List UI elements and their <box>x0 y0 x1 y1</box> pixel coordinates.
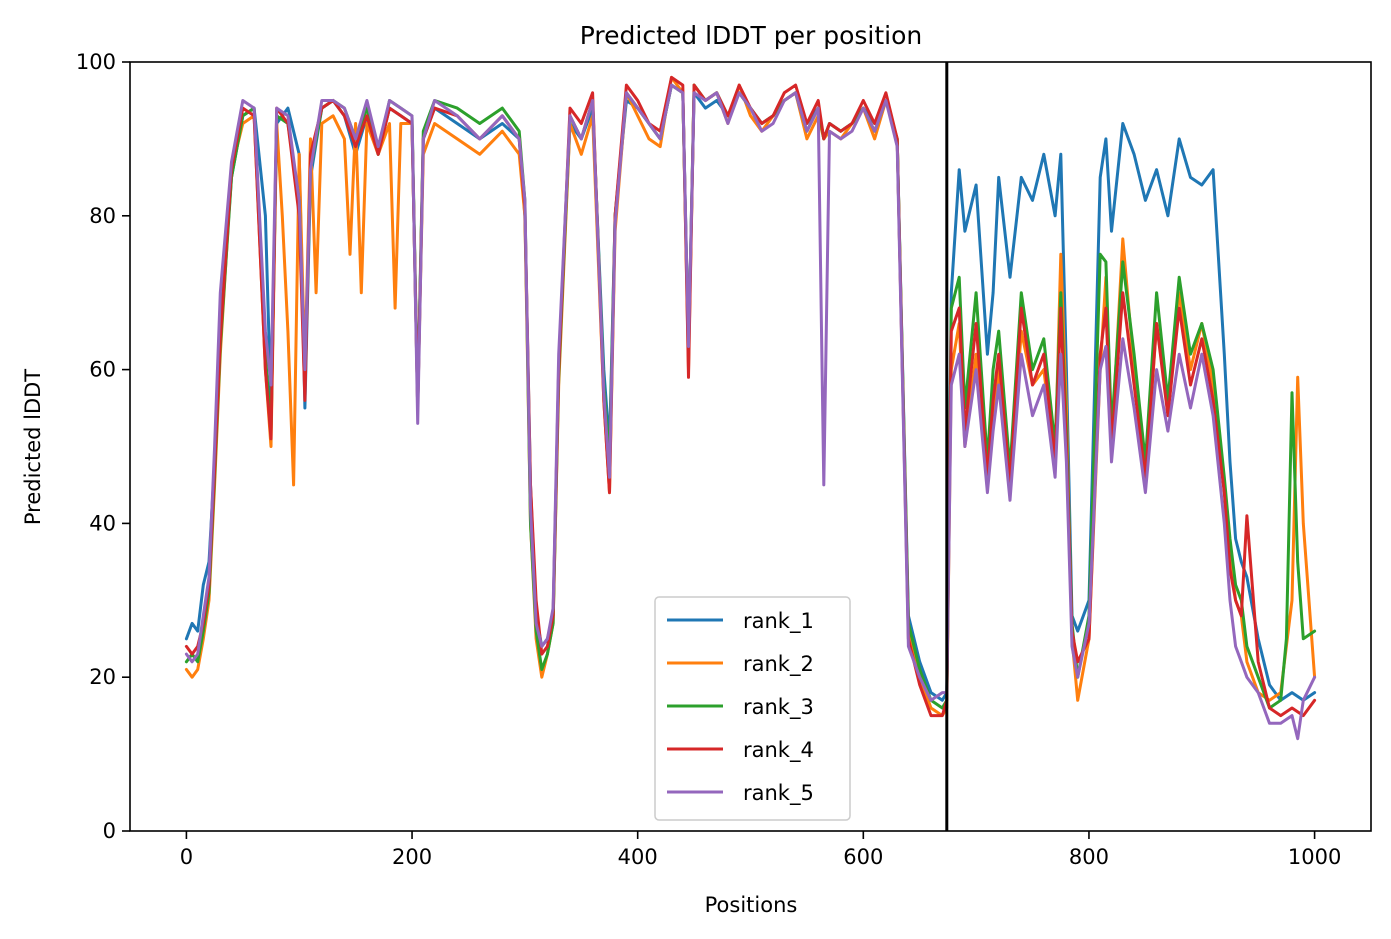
y-tick-label: 40 <box>89 511 116 535</box>
legend-label-rank-3: rank_3 <box>743 695 814 720</box>
chart-title: Predicted lDDT per position <box>580 21 922 50</box>
x-axis-title: Positions <box>705 893 798 917</box>
y-tick-label: 60 <box>89 358 116 382</box>
legend: rank_1 rank_2 rank_3 rank_4 rank_5 <box>654 596 851 821</box>
series-line-rank-4 <box>184 75 1317 718</box>
y-tick-label: 100 <box>76 50 116 74</box>
x-tick-label: 200 <box>392 845 432 869</box>
x-tick-label: 400 <box>618 845 658 869</box>
legend-label-rank-4: rank_4 <box>743 738 814 763</box>
y-axis: 0 20 40 60 80 100 <box>76 50 130 843</box>
y-tick-label: 0 <box>103 819 116 843</box>
y-axis-title: Predicted lDDT <box>21 369 45 525</box>
y-tick-label: 20 <box>89 665 116 689</box>
series-line-rank-5 <box>184 83 1317 741</box>
x-tick-label: 1000 <box>1288 845 1341 869</box>
x-tick-label: 0 <box>180 845 193 869</box>
x-tick-label: 800 <box>1069 845 1109 869</box>
series-layer <box>184 75 1317 741</box>
y-tick-label: 80 <box>89 204 116 228</box>
legend-box <box>654 596 851 821</box>
legend-label-rank-5: rank_5 <box>743 781 814 806</box>
plot-frame <box>129 61 1372 832</box>
x-axis: 0 200 400 600 800 1000 <box>180 831 1341 869</box>
legend-label-rank-2: rank_2 <box>743 652 814 677</box>
legend-label-rank-1: rank_1 <box>743 609 814 634</box>
x-tick-label: 600 <box>843 845 883 869</box>
